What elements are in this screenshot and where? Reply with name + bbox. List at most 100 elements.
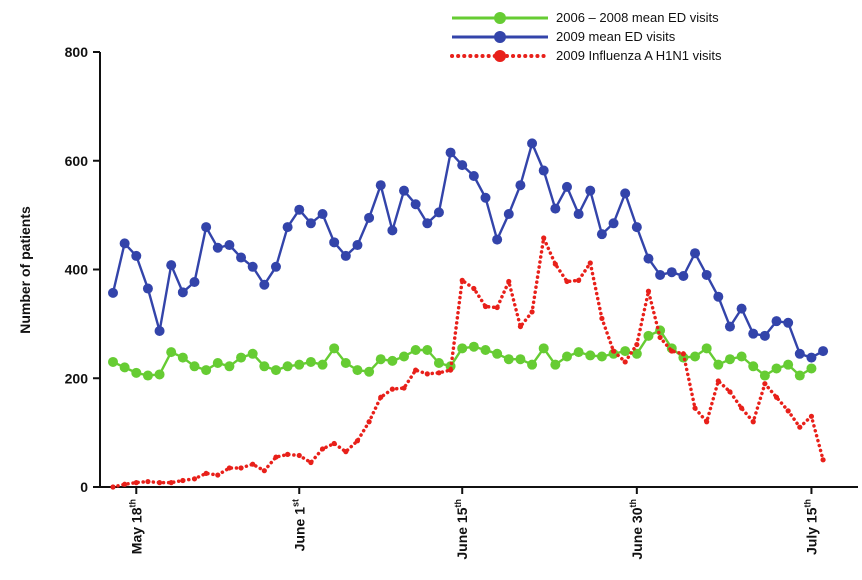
data-point bbox=[433, 207, 444, 218]
legend-label: 2006 – 2008 mean ED visits bbox=[556, 10, 719, 25]
data-point bbox=[259, 361, 270, 372]
data-point bbox=[142, 283, 153, 294]
data-point bbox=[156, 480, 163, 486]
data-point bbox=[273, 454, 279, 460]
data-point bbox=[191, 476, 198, 482]
series-layer bbox=[108, 138, 829, 490]
data-point bbox=[503, 354, 514, 365]
data-point bbox=[364, 212, 375, 223]
legend-marker bbox=[494, 12, 506, 24]
data-point bbox=[203, 470, 209, 477]
x-tick-label: June 15th bbox=[453, 499, 470, 560]
y-tick-label: 200 bbox=[65, 370, 89, 386]
data-point bbox=[748, 328, 759, 339]
data-point bbox=[317, 359, 328, 370]
data-point bbox=[201, 365, 212, 376]
data-point bbox=[180, 477, 186, 484]
data-point bbox=[713, 359, 724, 370]
data-point bbox=[794, 370, 805, 381]
data-point bbox=[631, 348, 642, 359]
x-ticks: May 18th June 1st June 15th June 30th July 1… bbox=[127, 487, 819, 560]
data-point bbox=[527, 359, 538, 370]
data-point bbox=[576, 277, 582, 283]
data-point bbox=[131, 250, 142, 261]
data-point bbox=[727, 389, 733, 395]
series-2 bbox=[110, 235, 826, 490]
data-point bbox=[236, 352, 247, 363]
y-axis-label: Number of patients bbox=[17, 206, 33, 334]
data-point bbox=[527, 138, 538, 149]
data-point bbox=[189, 361, 200, 372]
data-point bbox=[261, 468, 267, 474]
data-point bbox=[748, 361, 759, 372]
x-tick-label: May 18th bbox=[127, 499, 144, 554]
data-point bbox=[433, 358, 444, 369]
data-point bbox=[108, 356, 118, 367]
data-point bbox=[643, 253, 654, 264]
data-point bbox=[212, 358, 223, 369]
data-point bbox=[177, 352, 188, 363]
data-point bbox=[797, 424, 803, 430]
data-point bbox=[620, 188, 631, 199]
data-point bbox=[480, 192, 491, 203]
y-tick-label: 600 bbox=[65, 153, 89, 169]
data-point bbox=[471, 285, 477, 292]
data-point bbox=[550, 203, 561, 214]
y-tick-label: 400 bbox=[65, 262, 89, 278]
data-point bbox=[189, 277, 200, 288]
data-point bbox=[424, 371, 430, 377]
data-point bbox=[818, 346, 829, 357]
data-point bbox=[166, 260, 177, 271]
data-point bbox=[669, 348, 675, 354]
data-point bbox=[529, 309, 535, 315]
data-point bbox=[305, 356, 316, 367]
data-point bbox=[212, 242, 223, 253]
series-0 bbox=[108, 325, 817, 381]
data-point bbox=[771, 363, 782, 374]
data-point bbox=[401, 385, 407, 391]
data-point bbox=[692, 405, 698, 411]
x-tick-label: July 15th bbox=[802, 499, 819, 555]
data-point bbox=[122, 481, 128, 487]
data-point bbox=[459, 277, 465, 283]
data-point bbox=[517, 323, 524, 330]
y-tick-label: 800 bbox=[65, 44, 89, 60]
data-point bbox=[701, 343, 712, 354]
data-point bbox=[596, 351, 607, 362]
data-point bbox=[352, 240, 363, 251]
data-point bbox=[587, 260, 593, 266]
data-point bbox=[436, 370, 442, 376]
legend: 2006 – 2008 mean ED visits 2009 mean ED v… bbox=[450, 10, 722, 63]
data-point bbox=[294, 359, 305, 370]
data-point bbox=[561, 181, 572, 192]
data-point bbox=[468, 341, 479, 352]
data-point bbox=[736, 351, 747, 362]
data-point bbox=[422, 344, 433, 355]
data-point bbox=[585, 350, 596, 361]
data-point bbox=[145, 478, 151, 485]
data-point bbox=[110, 484, 116, 490]
data-point bbox=[317, 209, 328, 220]
data-point bbox=[250, 461, 256, 467]
data-point bbox=[808, 413, 815, 419]
data-point bbox=[643, 330, 654, 341]
data-point bbox=[704, 419, 710, 425]
data-point bbox=[270, 365, 281, 376]
data-point bbox=[375, 180, 386, 191]
data-point bbox=[364, 366, 375, 377]
data-point bbox=[724, 354, 735, 365]
data-point bbox=[201, 222, 212, 233]
data-point bbox=[168, 480, 174, 486]
data-point bbox=[561, 351, 572, 362]
legend-item: 2009 mean ED visits bbox=[452, 29, 676, 44]
data-point bbox=[655, 269, 666, 280]
data-point bbox=[538, 165, 549, 176]
data-point bbox=[166, 347, 177, 358]
data-point bbox=[329, 237, 340, 248]
data-point bbox=[750, 419, 756, 425]
data-point bbox=[154, 325, 165, 336]
data-point bbox=[410, 199, 421, 210]
data-point bbox=[375, 354, 386, 365]
data-point bbox=[620, 346, 631, 357]
